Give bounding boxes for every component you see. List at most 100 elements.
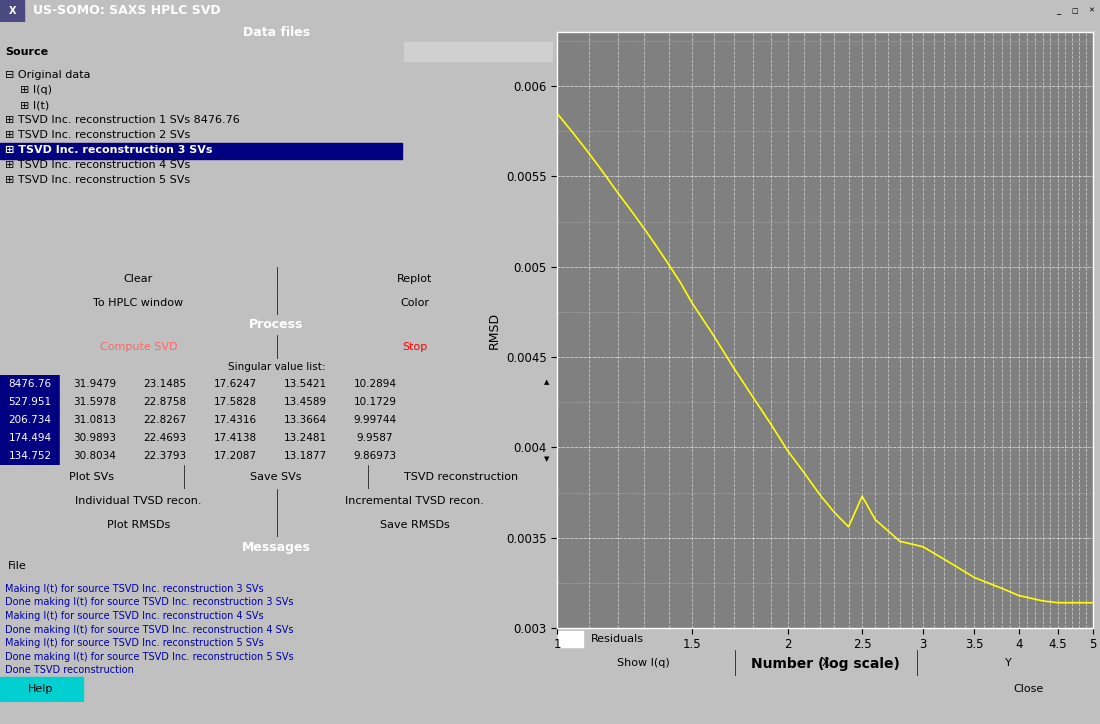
Text: □: □ (1071, 8, 1078, 14)
Text: ⊞ TSVD Inc. reconstruction 3 SVs: ⊞ TSVD Inc. reconstruction 3 SVs (6, 145, 212, 155)
Text: Y: Y (1004, 658, 1012, 668)
Text: Messages: Messages (242, 541, 311, 554)
Text: Compute SVD: Compute SVD (99, 342, 177, 352)
Text: 22.3793: 22.3793 (143, 451, 187, 461)
Bar (270, 429, 340, 447)
Text: ⊞ I(t): ⊞ I(t) (20, 100, 50, 110)
Text: Process: Process (250, 319, 304, 332)
Text: Data files: Data files (243, 25, 310, 38)
Text: TSVD reconstruction: TSVD reconstruction (404, 472, 518, 482)
Text: US-SOMO: SAXS HPLC SVD: US-SOMO: SAXS HPLC SVD (33, 4, 221, 17)
Text: Show I(q): Show I(q) (617, 658, 670, 668)
Bar (0, 677, 82, 701)
Text: Residuals: Residuals (592, 634, 645, 644)
Text: Done making I(t) for source TSVD Inc. reconstruction 4 SVs: Done making I(t) for source TSVD Inc. re… (6, 625, 294, 634)
Text: 206.734: 206.734 (9, 415, 52, 425)
Bar (0, 447, 60, 465)
Text: File: File (9, 561, 28, 571)
Text: 17.4316: 17.4316 (213, 415, 256, 425)
Bar (270, 411, 340, 429)
Text: ⊞ TSVD Inc. reconstruction 5 SVs: ⊞ TSVD Inc. reconstruction 5 SVs (6, 175, 190, 185)
Text: 30.9893: 30.9893 (74, 433, 117, 443)
Text: ⊞ TSVD Inc. reconstruction 2 SVs: ⊞ TSVD Inc. reconstruction 2 SVs (6, 130, 190, 140)
Text: 17.2087: 17.2087 (213, 451, 256, 461)
Text: 174.494: 174.494 (9, 433, 52, 443)
Text: 13.2481: 13.2481 (284, 433, 327, 443)
X-axis label: Number (log scale): Number (log scale) (750, 657, 900, 671)
Bar (0, 0, 24, 22)
Text: To HPLC window: To HPLC window (94, 298, 184, 308)
Text: Save SVs: Save SVs (250, 472, 301, 482)
Text: 31.0813: 31.0813 (74, 415, 117, 425)
Text: 13.4589: 13.4589 (284, 397, 327, 407)
Text: 31.5978: 31.5978 (74, 397, 117, 407)
Text: 22.4693: 22.4693 (143, 433, 187, 443)
Bar (200, 429, 270, 447)
Text: ⊞ I(q): ⊞ I(q) (20, 85, 52, 95)
Text: ▼: ▼ (543, 455, 549, 462)
Bar (1067, 1, 1082, 21)
Bar (340, 375, 410, 393)
Text: 17.4138: 17.4138 (213, 433, 256, 443)
Bar (340, 393, 410, 411)
Text: 23.1485: 23.1485 (143, 379, 187, 389)
Bar (957, 677, 1100, 701)
Text: Incremental TVSD recon.: Incremental TVSD recon. (345, 496, 484, 506)
Text: X: X (822, 658, 829, 668)
Bar (200, 447, 270, 465)
Text: ⊞ TSVD Inc. reconstruction 1 SVs 8476.76: ⊞ TSVD Inc. reconstruction 1 SVs 8476.76 (6, 115, 240, 125)
Bar (130, 411, 200, 429)
Text: 10.2894: 10.2894 (353, 379, 396, 389)
Bar (270, 447, 340, 465)
Bar (60, 429, 130, 447)
Text: Done TSVD reconstruction: Done TSVD reconstruction (6, 665, 134, 675)
Bar (559, 631, 583, 647)
Y-axis label: RMSD: RMSD (487, 311, 500, 348)
Text: _: _ (1056, 7, 1060, 15)
Text: 527.951: 527.951 (9, 397, 52, 407)
Text: Color: Color (400, 298, 429, 308)
Bar (270, 375, 340, 393)
Bar (540, 452, 553, 465)
Text: Clear: Clear (123, 274, 153, 284)
Text: Making I(t) for source TSVD Inc. reconstruction 3 SVs: Making I(t) for source TSVD Inc. reconst… (6, 584, 264, 594)
Bar (1050, 1, 1066, 21)
Text: Help: Help (28, 684, 54, 694)
Text: Save RMSDs: Save RMSDs (379, 520, 450, 530)
Text: Individual TVSD recon.: Individual TVSD recon. (75, 496, 201, 506)
Text: 13.3664: 13.3664 (284, 415, 327, 425)
Bar (1084, 1, 1099, 21)
Bar (200, 411, 270, 429)
Bar (60, 393, 130, 411)
Text: Done making I(t) for source TSVD Inc. reconstruction 5 SVs: Done making I(t) for source TSVD Inc. re… (6, 652, 294, 662)
Text: Making I(t) for source TSVD Inc. reconstruction 5 SVs: Making I(t) for source TSVD Inc. reconst… (6, 638, 264, 648)
Bar (60, 375, 130, 393)
Bar (130, 393, 200, 411)
Text: Plot SVs: Plot SVs (69, 472, 114, 482)
Text: ✕: ✕ (1088, 8, 1094, 14)
Bar (60, 447, 130, 465)
Text: ▲: ▲ (543, 379, 549, 385)
Bar (0, 375, 60, 393)
Text: 22.8758: 22.8758 (143, 397, 187, 407)
Text: 13.5421: 13.5421 (284, 379, 327, 389)
Text: Done making I(t) for source TSVD Inc. reconstruction 3 SVs: Done making I(t) for source TSVD Inc. re… (6, 597, 294, 607)
Text: 8476.76: 8476.76 (9, 379, 52, 389)
Text: Singular value list:: Singular value list: (228, 362, 326, 372)
Bar (200, 393, 270, 411)
Bar (270, 393, 340, 411)
Bar (130, 375, 200, 393)
Text: 9.86973: 9.86973 (353, 451, 397, 461)
Bar (130, 429, 200, 447)
Text: 17.6247: 17.6247 (213, 379, 256, 389)
Text: 9.9587: 9.9587 (356, 433, 394, 443)
Text: X: X (9, 6, 15, 16)
Text: Replot: Replot (397, 274, 432, 284)
Bar (0, 411, 60, 429)
Bar (340, 447, 410, 465)
Bar (200, 375, 270, 393)
Text: ⊟ Original data: ⊟ Original data (6, 70, 90, 80)
Bar (0, 143, 402, 159)
Bar (404, 42, 553, 62)
Text: Making I(t) for source TSVD Inc. reconstruction 4 SVs: Making I(t) for source TSVD Inc. reconst… (6, 611, 264, 621)
